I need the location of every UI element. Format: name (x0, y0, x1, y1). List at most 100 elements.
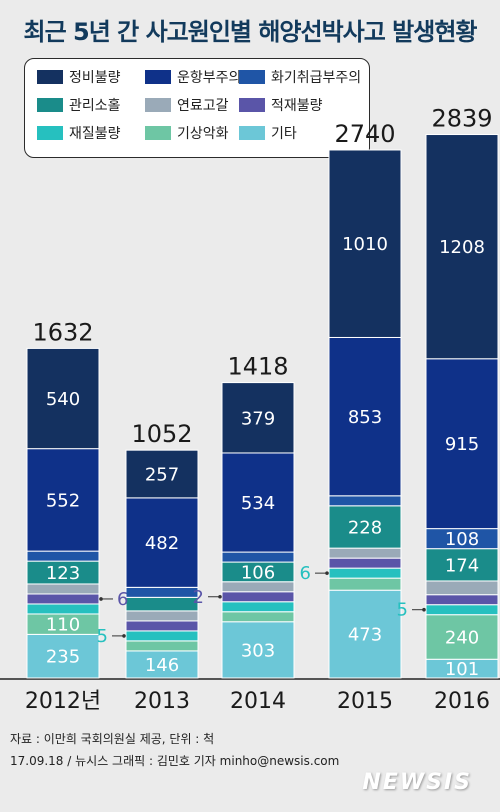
bar-segment (125, 630, 199, 642)
legend-swatch (145, 98, 171, 112)
bar-segment (328, 557, 402, 569)
bar-segment (221, 382, 295, 454)
x-tick-label: 2013 (134, 689, 190, 714)
bar-segment (425, 548, 499, 582)
x-tick-label: 2014 (230, 689, 286, 714)
bar-segment (221, 551, 295, 563)
bar-segment (425, 604, 499, 616)
legend-label: 기상악화 (177, 126, 229, 142)
bar-segment (125, 596, 199, 612)
bar-total-label: 1052 (131, 420, 192, 448)
segment-value-label: 473 (348, 625, 382, 646)
bar-segment (425, 614, 499, 660)
callout-dot (325, 571, 329, 575)
segment-value-label: 1208 (439, 237, 485, 258)
legend-swatch (37, 126, 63, 140)
bar-total-label: 1632 (32, 318, 93, 346)
legend-label: 정비불량 (69, 70, 121, 86)
callout-label: 2 (193, 587, 204, 608)
bar-segment (125, 650, 199, 679)
legend-item: 관리소홀 (37, 97, 121, 115)
bar-segment (221, 452, 295, 553)
legend-label: 적재불량 (271, 98, 323, 114)
bar-segment (328, 505, 402, 549)
segment-value-label: 853 (348, 407, 382, 428)
legend-item: 기상악화 (145, 125, 229, 143)
callout-label: 6 (117, 589, 128, 610)
bar-total-label: 2740 (334, 120, 395, 148)
legend-swatch (145, 70, 171, 84)
segment-value-label: 228 (348, 517, 382, 538)
x-tick-label: 2012년 (25, 689, 101, 714)
credit-note: 17.09.18 / 뉴시스 그래픽 : 김민호 기자 minho@newsis… (10, 754, 340, 768)
bar-segment (125, 640, 199, 652)
legend-item: 화기취급부주의 (239, 69, 361, 87)
bar-segment (125, 449, 199, 499)
segment-value-label: 534 (241, 493, 275, 514)
legend-label: 운항부주의 (177, 70, 242, 86)
legend-swatch (37, 70, 63, 84)
legend-label: 관리소홀 (69, 98, 121, 114)
bar-segment (125, 497, 199, 588)
segment-value-label: 1010 (342, 234, 388, 255)
bar-segment (26, 633, 100, 679)
newsis-logo: NEWSIS (362, 770, 472, 795)
bar-segment (425, 580, 499, 596)
x-tick-label: 2016 (434, 689, 490, 714)
bar-segment (328, 547, 402, 559)
callout-label: 5 (397, 600, 408, 621)
legend-item: 정비불량 (37, 69, 121, 87)
segment-value-label: 110 (46, 615, 80, 636)
callout-dot (218, 594, 222, 599)
bar-segment (328, 149, 402, 338)
x-tick-label: 2015 (337, 689, 393, 714)
segment-value-label: 303 (241, 640, 275, 661)
legend-item: 운항부주의 (145, 69, 241, 87)
legend-swatch (37, 98, 63, 112)
callout-dot (122, 634, 126, 638)
callout-label: 5 (97, 626, 108, 647)
segment-value-label: 915 (445, 434, 479, 455)
legend-swatch (239, 98, 265, 112)
legend-item: 재질불량 (37, 125, 121, 143)
bar-segment (26, 347, 100, 450)
callout-label: 6 (300, 563, 311, 584)
segment-value-label: 106 (241, 562, 275, 583)
bar-total-label: 1418 (227, 353, 288, 381)
bar-segment (221, 601, 295, 613)
legend-swatch (239, 70, 265, 84)
bar-segment (125, 610, 199, 622)
legend-item: 기타 (239, 125, 297, 143)
bar-segment (26, 583, 100, 595)
segment-value-label: 235 (46, 647, 80, 668)
segment-value-label: 379 (241, 408, 275, 429)
segment-value-label: 540 (46, 389, 80, 410)
bar-segment (328, 336, 402, 497)
legend-label: 화기취급부주의 (271, 70, 362, 86)
legend-label: 연료고갈 (177, 98, 229, 114)
segment-value-label: 101 (445, 659, 479, 680)
segment-value-label: 240 (445, 627, 479, 648)
legend-label: 재질불량 (69, 126, 121, 142)
chart-title: 최근 5년 간 사고원인별 해양선박사고 발생현황 (23, 18, 478, 46)
bar-segment (221, 591, 295, 603)
segment-value-label: 257 (145, 465, 179, 486)
legend-item: 연료고갈 (145, 97, 229, 115)
legend-swatch (239, 126, 265, 140)
bar-segment (125, 620, 199, 632)
bar-segment (26, 593, 100, 605)
bar-segment (328, 567, 402, 579)
bar-segment (425, 134, 499, 360)
segment-value-label: 108 (445, 529, 479, 550)
segment-value-label: 146 (145, 655, 179, 676)
bar-segment (425, 358, 499, 530)
segment-value-label: 174 (445, 555, 479, 576)
source-note: 자료 : 이만희 국회의원실 제공, 단위 : 척 (10, 732, 215, 746)
bar-segment (221, 621, 295, 679)
legend-item: 적재불량 (239, 97, 323, 115)
segment-value-label: 123 (46, 563, 80, 584)
legend-label: 기타 (271, 126, 297, 142)
segment-value-label: 482 (145, 533, 179, 554)
bar-segment (26, 448, 100, 552)
